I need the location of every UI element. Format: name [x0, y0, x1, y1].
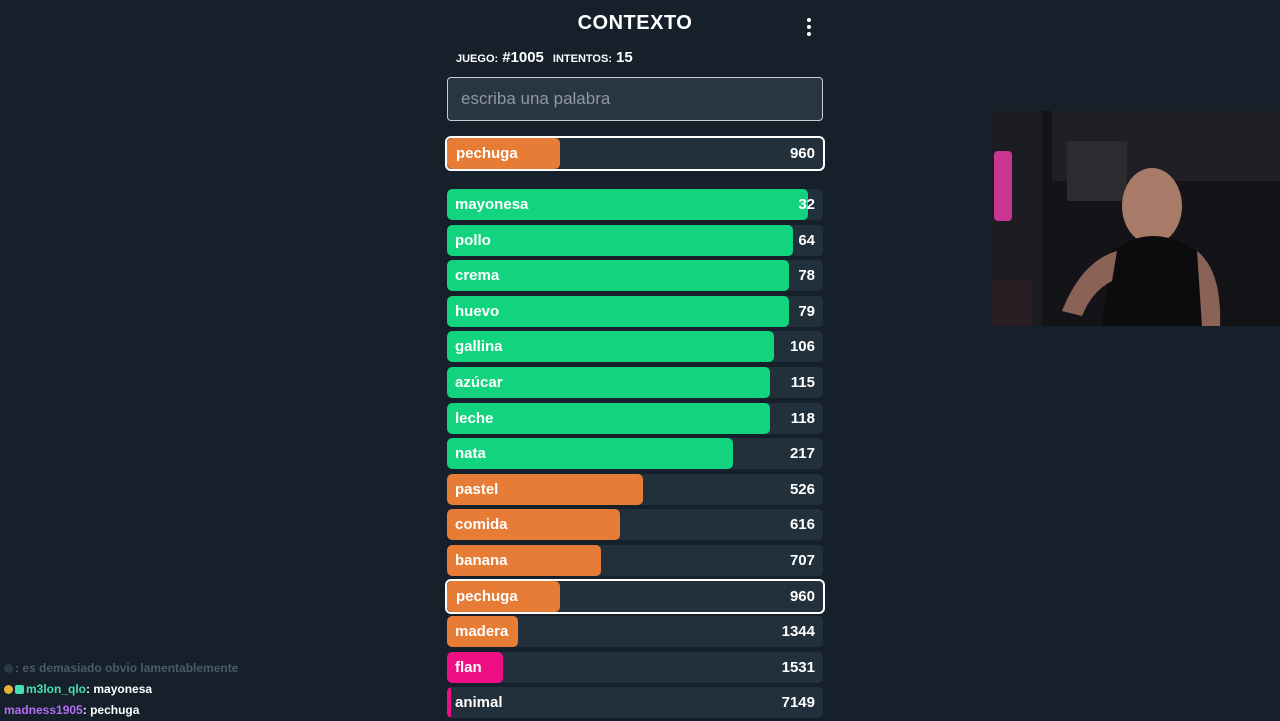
guess-word: leche [455, 410, 494, 427]
guess-word: pechuga [456, 588, 518, 605]
game-label: JUEGO: [456, 53, 499, 65]
guess-word: azúcar [455, 374, 503, 391]
guess-rank: 32 [798, 196, 815, 213]
guess-word: crema [455, 267, 500, 284]
guess-bar [447, 260, 790, 291]
guess-bar [447, 403, 771, 434]
guess-row: nata 217 [447, 438, 823, 469]
guess-row: banana 707 [447, 545, 823, 576]
game-number: #1005 [502, 49, 544, 66]
page-title: CONTEXTO [577, 12, 693, 34]
guess-bar [447, 296, 790, 327]
last-guess-word: pechuga [456, 145, 518, 162]
streamer-webcam-image [992, 111, 1280, 326]
guess-row: animal 7149 [447, 687, 823, 718]
guess-rank: 115 [790, 374, 815, 391]
guess-word: gallina [455, 338, 503, 355]
guess-word: madera [455, 623, 509, 640]
guess-bar [447, 189, 808, 220]
guess-rank: 1344 [781, 623, 815, 640]
guess-rank: 78 [798, 267, 815, 284]
guess-bar [447, 687, 451, 718]
guess-rank: 7149 [781, 694, 815, 711]
guess-word: pastel [455, 481, 499, 498]
guess-bar [447, 581, 560, 612]
guess-bar [447, 438, 733, 469]
webcam-overlay [992, 111, 1280, 326]
guess-rank: 707 [789, 552, 815, 569]
chat-message: m3lon_qlo: mayonesa [4, 679, 238, 700]
chat-text: : es demasiado obvio lamentablemente [15, 661, 239, 675]
badge-icon [4, 685, 13, 695]
chat-message: : es demasiado obvio lamentablemente [4, 658, 238, 679]
chat-text: : mayonesa [86, 682, 153, 696]
guess-row: pollo 64 [447, 225, 823, 256]
guess-row: huevo 79 [447, 296, 823, 327]
guess-row: pechuga 960 [445, 579, 825, 614]
guess-row: gallina 106 [447, 331, 823, 362]
attempts-count: 15 [615, 49, 633, 66]
guess-row: mayonesa 32 [447, 189, 823, 220]
last-guess-row: pechuga 960 [445, 136, 825, 171]
guess-bar [447, 331, 775, 362]
last-guess-rank: 960 [789, 145, 815, 162]
guess-bar [447, 652, 504, 683]
guess-row: madera 1344 [447, 616, 823, 647]
guess-row: comida 616 [447, 509, 823, 540]
guess-word: nata [455, 445, 486, 462]
guess-rank: 1531 [781, 659, 815, 676]
guess-bar [447, 474, 643, 505]
guess-bar [447, 367, 771, 398]
kebab-menu-icon[interactable] [798, 14, 820, 40]
guess-rank: 79 [798, 303, 815, 320]
guess-word: comida [455, 516, 508, 533]
guess-row: pastel 526 [447, 474, 823, 505]
guess-word: animal [455, 694, 503, 711]
guess-rank: 106 [789, 338, 815, 355]
chat-message: madness1905: pechuga [4, 700, 238, 721]
guess-bar [447, 509, 620, 540]
chat-overlay: : es demasiado obvio lamentablemente m3l… [4, 658, 238, 721]
guess-word: pollo [455, 232, 491, 249]
guess-word: flan [455, 659, 482, 676]
guess-row: flan 1531 [447, 652, 823, 683]
guess-rank: 64 [798, 232, 815, 249]
guess-word: huevo [455, 303, 500, 320]
guess-row: azúcar 115 [447, 367, 823, 398]
guess-rank: 217 [789, 445, 815, 462]
game-info: JUEGO: #1005 INTENTOS: 15 [456, 49, 642, 66]
word-input[interactable] [447, 77, 823, 121]
chat-user: madness1905 [4, 703, 83, 717]
chat-user: m3lon_qlo [26, 682, 87, 696]
guess-row: crema 78 [447, 260, 823, 291]
guess-rank: 526 [789, 481, 815, 498]
guess-bar [447, 616, 519, 647]
attempts-label: INTENTOS: [552, 53, 612, 65]
last-guess-bar [447, 138, 560, 169]
guess-rank: 616 [789, 516, 815, 533]
guess-bar [447, 545, 602, 576]
guess-rank: 960 [789, 588, 815, 605]
badge-icon [4, 664, 13, 674]
guess-rank: 118 [790, 410, 815, 427]
guess-row: leche 118 [447, 403, 823, 434]
guess-word: banana [455, 552, 508, 569]
guess-bar [447, 225, 793, 256]
chat-text: : pechuga [82, 703, 140, 717]
guess-word: mayonesa [455, 196, 529, 213]
badge-icon [15, 685, 24, 695]
